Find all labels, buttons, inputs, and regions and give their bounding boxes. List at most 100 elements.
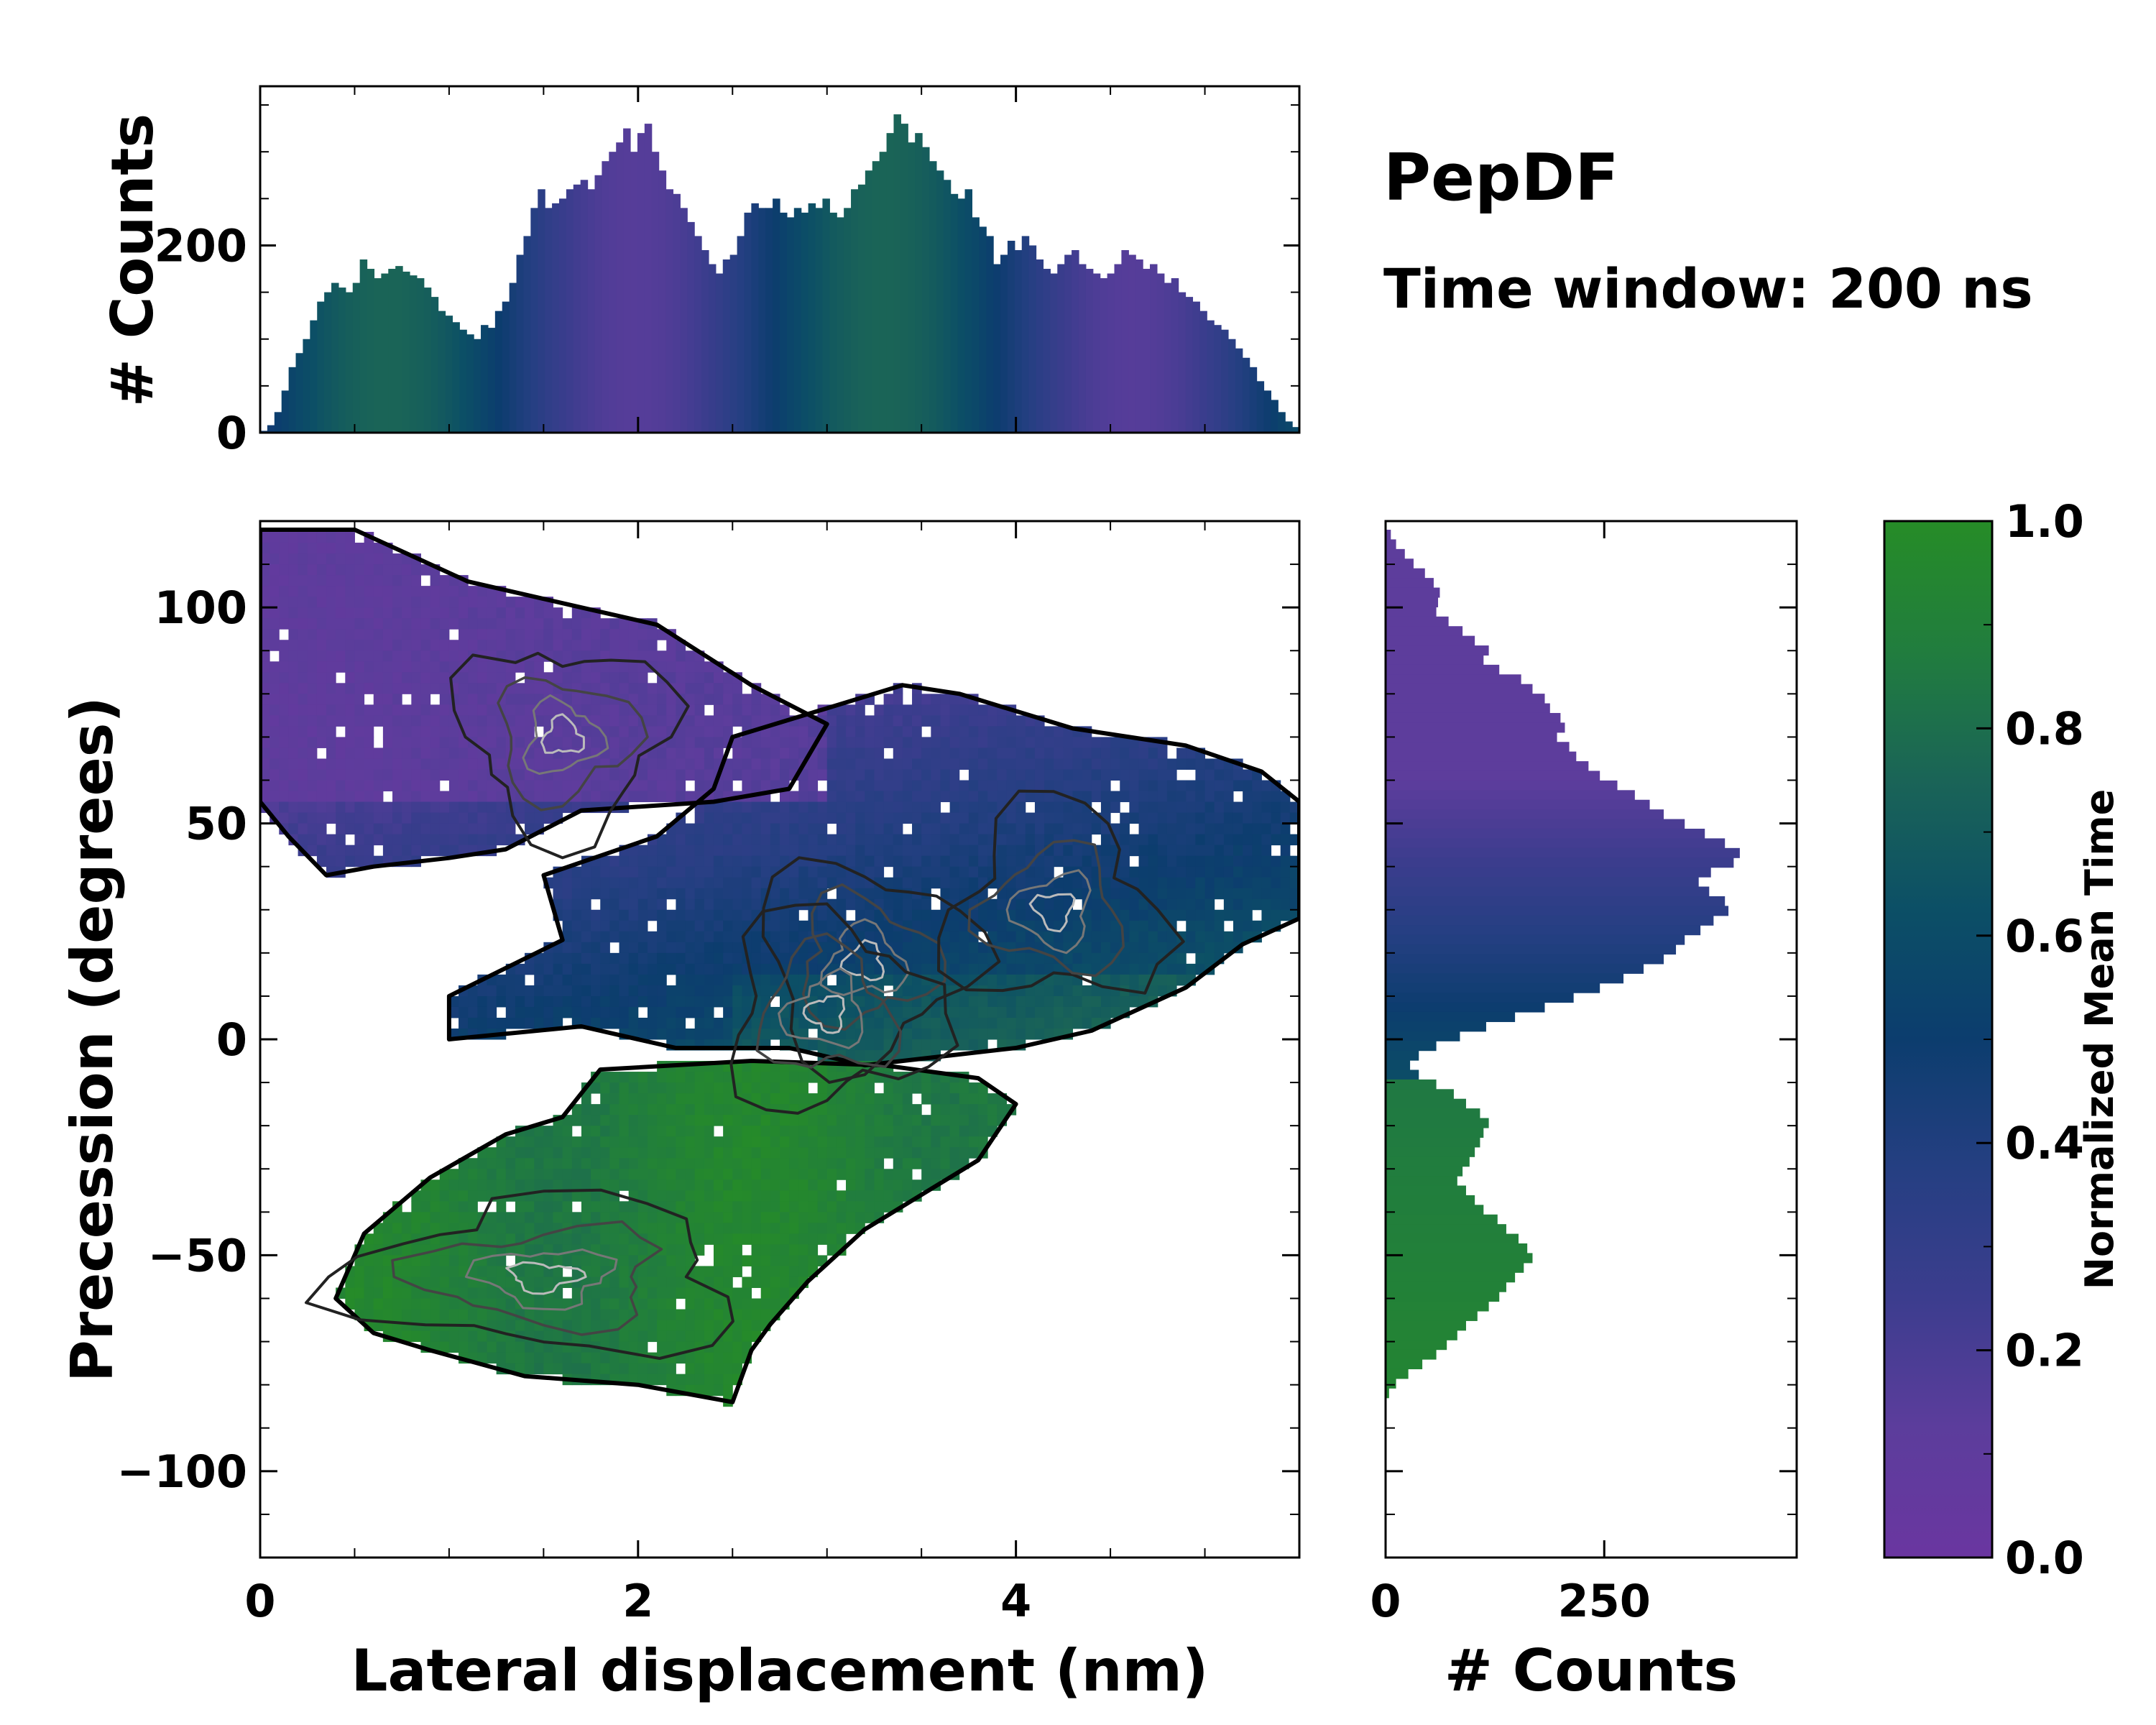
heatmap-cell: [1072, 952, 1083, 965]
heatmap-cell: [694, 1104, 705, 1116]
heatmap-cell: [676, 834, 686, 846]
heatmap-cell: [798, 845, 808, 857]
heatmap-cell: [571, 1255, 582, 1266]
heatmap-cell: [260, 726, 270, 737]
heatmap-cell: [1015, 1017, 1026, 1029]
heatmap-cell: [571, 694, 582, 705]
top-histogram-bar: [274, 412, 282, 433]
heatmap-cell: [392, 650, 402, 662]
heatmap-cell: [543, 963, 554, 975]
heatmap-cell: [921, 1126, 931, 1137]
right-histogram-bar: [1386, 1098, 1466, 1109]
heatmap-cell: [732, 845, 742, 857]
heatmap-cell: [581, 1115, 591, 1126]
heatmap-cell: [732, 1233, 742, 1245]
heatmap-cell: [525, 661, 535, 673]
density-contour-inner: [305, 1188, 734, 1360]
heatmap-cell: [846, 780, 856, 792]
heatmap-cell: [420, 748, 431, 759]
heatmap-cell: [1289, 834, 1299, 846]
heatmap-cell: [402, 791, 412, 803]
top-histogram-bar: [979, 226, 987, 433]
heatmap-cell: [459, 791, 469, 803]
heatmap-cell: [713, 985, 724, 997]
heatmap-cell: [628, 866, 639, 878]
heatmap-cell: [364, 812, 374, 824]
heatmap-cell: [874, 920, 885, 932]
heatmap-cell: [326, 597, 336, 608]
heatmap-cell: [600, 1093, 610, 1105]
heatmap-cell: [525, 791, 535, 803]
heatmap-cell: [760, 748, 771, 759]
heatmap-cell: [732, 909, 742, 921]
heatmap-cell: [591, 1212, 601, 1223]
heatmap-cell: [789, 1072, 799, 1083]
heatmap-cell: [865, 909, 875, 921]
heatmap-cell: [959, 823, 969, 835]
heatmap-cell: [430, 1309, 441, 1321]
heatmap-cell: [760, 1179, 771, 1191]
heatmap-cell: [345, 618, 355, 630]
top-histogram-bars: [260, 114, 1300, 433]
heatmap-cell: [1034, 855, 1045, 868]
heatmap-cell: [855, 791, 865, 803]
heatmap-cell: [657, 866, 667, 878]
heatmap-cell: [1176, 834, 1187, 846]
heatmap-cell: [694, 985, 705, 997]
heatmap-cell: [826, 791, 837, 803]
heatmap-cell: [751, 1212, 762, 1223]
heatmap-cell: [676, 931, 686, 943]
heatmap-cell: [1015, 1006, 1026, 1018]
colorbar: 0.00.20.40.60.81.0 Normalized Mean Time: [1883, 495, 2122, 1584]
heatmap-cell: [468, 607, 478, 619]
heatmap-cell: [921, 748, 931, 759]
heatmap-cell: [694, 1072, 705, 1083]
heatmap-cell: [780, 985, 790, 997]
heatmap-cell: [949, 931, 960, 943]
heatmap-cell: [817, 963, 828, 975]
heatmap-cell: [459, 1169, 469, 1180]
heatmap-cell: [808, 1158, 819, 1169]
heatmap-cell: [959, 931, 969, 943]
heatmap-cell: [666, 909, 676, 921]
right-histogram-bar: [1386, 1060, 1411, 1071]
heatmap-cell: [515, 974, 525, 986]
heatmap-cell: [1006, 974, 1017, 986]
heatmap-cell: [600, 898, 610, 911]
heatmap-cell: [279, 791, 289, 803]
heatmap-cell: [420, 1201, 431, 1213]
heatmap-cell: [760, 1136, 771, 1148]
heatmap-cell: [789, 1212, 799, 1223]
heatmap-cell: [657, 1017, 667, 1029]
heatmap-cell: [836, 823, 847, 835]
heatmap-cell: [496, 974, 507, 986]
heatmap-cell: [968, 1093, 979, 1105]
heatmap-cell: [846, 1028, 856, 1040]
heatmap-cell: [534, 748, 544, 759]
heatmap-cell: [392, 758, 402, 770]
top-histogram-bar: [780, 212, 788, 433]
heatmap-cell: [987, 726, 998, 737]
heatmap-cell: [836, 1233, 847, 1245]
heatmap-cell: [1006, 812, 1017, 824]
heatmap-cell: [448, 618, 459, 630]
heatmap-cell: [931, 812, 941, 824]
heatmap-cell: [931, 1158, 941, 1169]
heatmap-cell: [591, 866, 601, 878]
heatmap-cell: [893, 834, 903, 846]
heatmap-cell: [1157, 877, 1168, 889]
heatmap-cell: [307, 672, 318, 684]
top-histogram-bar: [580, 180, 589, 433]
heatmap-cell: [694, 780, 705, 792]
heatmap-cell: [298, 564, 308, 576]
heatmap-cell: [515, 683, 525, 694]
heatmap-cell: [534, 791, 544, 803]
heatmap-cell: [534, 812, 544, 824]
heatmap-cell: [316, 597, 327, 608]
heatmap-cell: [798, 1255, 808, 1266]
heatmap-cell: [1157, 758, 1168, 770]
heatmap-cell: [487, 1266, 497, 1277]
top-histogram-bar: [837, 217, 844, 433]
heatmap-cell: [1063, 931, 1074, 943]
heatmap-cell: [515, 737, 525, 748]
